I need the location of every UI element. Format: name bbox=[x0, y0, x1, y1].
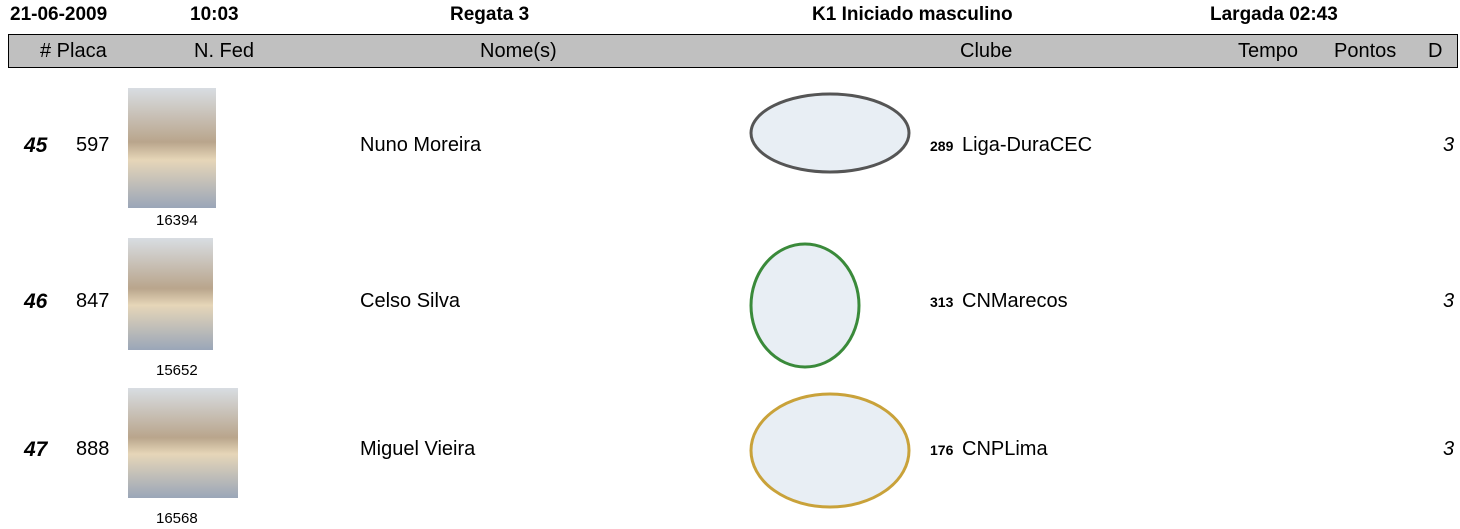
club-logo bbox=[745, 238, 865, 373]
club-name: Liga-DuraCEC bbox=[962, 134, 1093, 156]
athlete-name: Nuno Moreira bbox=[360, 134, 482, 156]
plate: 847 bbox=[76, 290, 110, 312]
start-time: Largada 02:43 bbox=[1210, 4, 1338, 25]
rank: 46 bbox=[24, 290, 48, 313]
club-name: CNPLima bbox=[962, 438, 1048, 460]
club-name: CNMarecos bbox=[962, 290, 1068, 312]
category: K1 Iniciado masculino bbox=[812, 4, 1013, 25]
plate: 888 bbox=[76, 438, 110, 460]
d-value: 3 bbox=[1443, 290, 1455, 312]
athlete-photo bbox=[128, 88, 216, 208]
column-header: N. Fed bbox=[194, 40, 255, 62]
club-logo bbox=[745, 88, 915, 178]
column-header: Nome(s) bbox=[480, 40, 557, 62]
federation-number: 15652 bbox=[156, 362, 198, 379]
race: Regata 3 bbox=[450, 4, 530, 25]
d-value: 3 bbox=[1443, 438, 1455, 460]
column-header: Tempo bbox=[1238, 40, 1299, 62]
rank: 45 bbox=[24, 134, 48, 157]
logo-graphic bbox=[749, 92, 911, 174]
logo-graphic bbox=[749, 392, 911, 509]
date: 21-06-2009 bbox=[10, 4, 108, 25]
column-header: Clube bbox=[960, 40, 1013, 62]
d-value: 3 bbox=[1443, 134, 1455, 156]
athlete-name: Celso Silva bbox=[360, 290, 461, 312]
federation-number: 16568 bbox=[156, 510, 198, 527]
rank: 47 bbox=[24, 438, 48, 461]
column-header: D bbox=[1428, 40, 1443, 62]
federation-number: 16394 bbox=[156, 212, 198, 229]
column-header: # Placa bbox=[40, 40, 107, 62]
athlete-photo bbox=[128, 388, 238, 498]
logo-graphic bbox=[749, 242, 861, 369]
club-number: 313 bbox=[930, 294, 954, 310]
column-header-bar bbox=[8, 34, 1458, 68]
club-logo bbox=[745, 388, 915, 513]
time: 10:03 bbox=[190, 4, 239, 25]
plate: 597 bbox=[76, 134, 110, 156]
athlete-photo bbox=[128, 238, 213, 350]
athlete-name: Miguel Vieira bbox=[360, 438, 476, 460]
column-header: Pontos bbox=[1334, 40, 1397, 62]
club-number: 176 bbox=[930, 442, 954, 458]
club-number: 289 bbox=[930, 138, 954, 154]
